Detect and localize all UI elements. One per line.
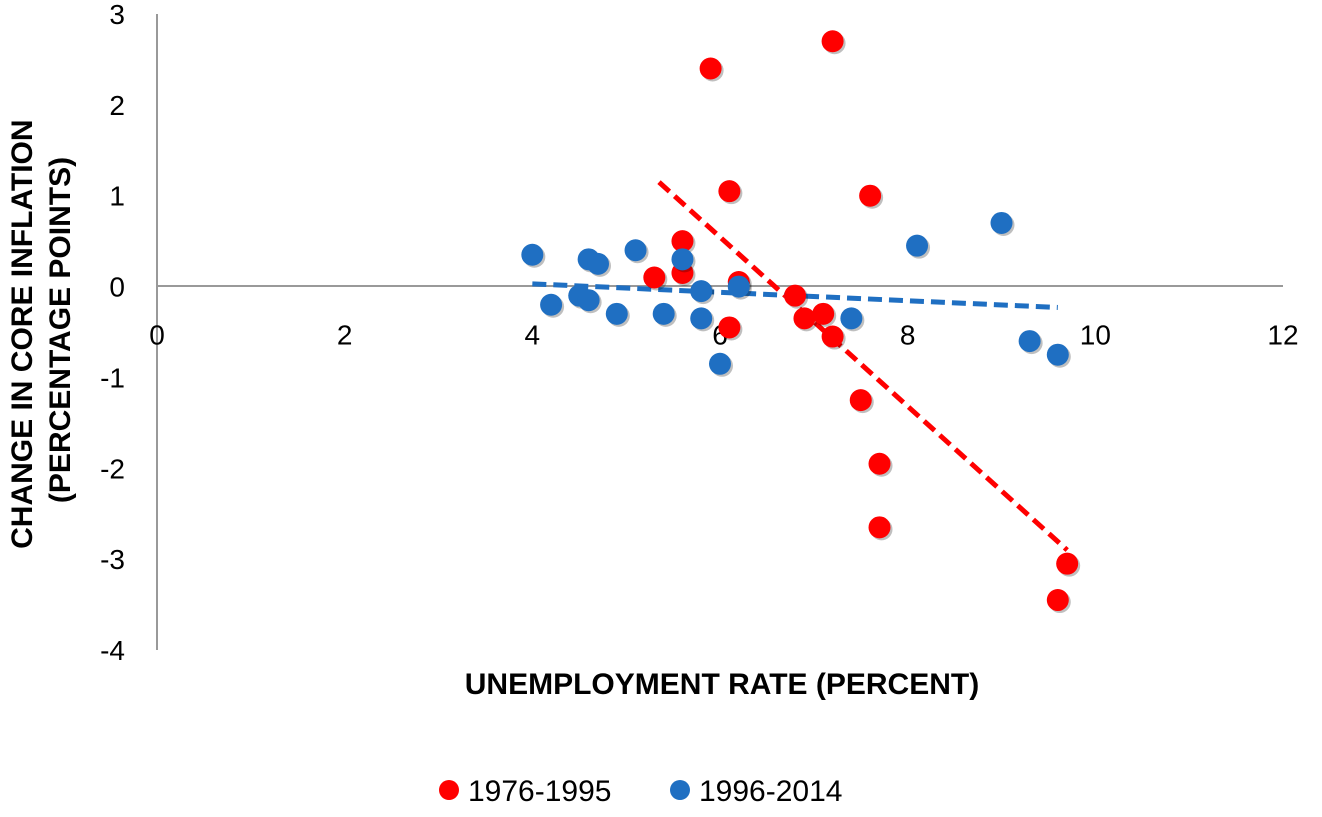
x-axis-title: UNEMPLOYMENT RATE (PERCENT) <box>465 668 979 701</box>
y-tick-label: -2 <box>100 453 125 484</box>
x-tick-label: 0 <box>149 320 165 351</box>
data-point-series-0 <box>718 180 741 203</box>
data-point-series-0 <box>821 30 844 53</box>
data-point-series-1 <box>605 302 628 325</box>
data-point-series-1 <box>521 243 544 266</box>
data-point-series-1 <box>652 302 675 325</box>
data-point-series-0 <box>868 452 891 475</box>
x-tick-label: 4 <box>525 320 541 351</box>
data-point-series-0 <box>718 316 741 339</box>
data-point-series-0 <box>793 307 816 330</box>
data-point-series-0 <box>1046 589 1069 612</box>
x-tick-labels: 0 2 4 6 8 10 12 <box>149 320 1298 351</box>
data-point-series-1 <box>577 289 600 312</box>
y-tick-label: -3 <box>100 544 125 575</box>
legend: 1976-1995 1996-2014 <box>439 775 842 808</box>
data-point-series-0 <box>868 516 891 539</box>
legend-label-1996-2014: 1996-2014 <box>699 775 842 808</box>
data-point-series-0 <box>671 230 694 253</box>
data-point-series-1 <box>540 293 563 316</box>
data-point-series-1 <box>709 352 731 375</box>
axes <box>156 14 1283 650</box>
y-tick-labels: 3 2 1 0 -1 -2 -3 -4 <box>100 0 125 666</box>
data-point-series-0 <box>849 389 872 412</box>
data-point-series-1 <box>1046 343 1069 366</box>
data-point-series-0 <box>784 284 807 307</box>
data-point-series-1 <box>624 239 647 262</box>
data-point-series-1 <box>840 307 863 330</box>
legend-marker-1996-2014 <box>670 780 690 800</box>
trendlines <box>532 180 1069 552</box>
y-tick-label: -1 <box>100 362 125 393</box>
y-axis-title-line-2: (PERCENTAGE POINTS) <box>44 157 77 503</box>
data-point-series-1 <box>690 280 713 303</box>
data-point-series-1 <box>906 234 929 257</box>
y-axis-title-line-1: CHANGE IN CORE INFLATION <box>6 119 39 548</box>
data-point-series-1 <box>671 248 694 271</box>
x-tick-label: 8 <box>900 320 916 351</box>
data-point-series-0 <box>859 184 882 207</box>
legend-label-1976-1995: 1976-1995 <box>468 775 611 808</box>
data-point-series-0 <box>699 57 722 80</box>
x-tick-label: 2 <box>337 320 353 351</box>
y-tick-label: 1 <box>109 181 125 212</box>
data-point-series-1 <box>990 211 1013 234</box>
data-point-series-1 <box>587 252 610 275</box>
data-point-series-0 <box>1056 552 1079 575</box>
x-tick-label: 10 <box>1080 320 1111 351</box>
data-point-series-1 <box>727 275 750 298</box>
data-points <box>521 30 1081 614</box>
y-axis-title: CHANGE IN CORE INFLATION (PERCENTAGE POI… <box>6 111 77 549</box>
trendline-series-0 <box>657 180 1069 552</box>
data-point-series-1 <box>690 307 713 330</box>
x-tick-label: 12 <box>1267 320 1298 351</box>
data-point-series-1 <box>1018 330 1041 353</box>
y-tick-label: 3 <box>109 0 125 30</box>
data-point-series-0 <box>643 266 666 289</box>
y-tick-label: -4 <box>100 635 125 666</box>
legend-marker-1976-1995 <box>439 780 459 800</box>
y-tick-label: 0 <box>109 272 125 303</box>
y-tick-label: 2 <box>109 90 125 121</box>
data-point-series-0 <box>821 325 844 348</box>
data-point-series-0 <box>812 302 835 325</box>
